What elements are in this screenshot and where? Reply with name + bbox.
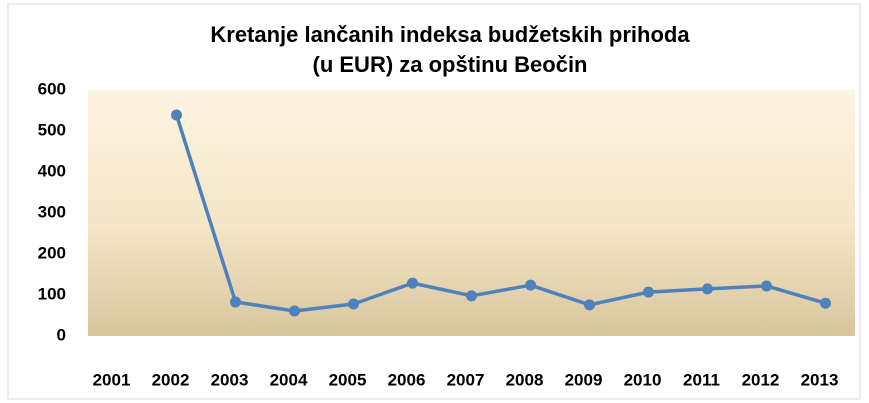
x-tick-label: 2008 bbox=[506, 370, 544, 389]
data-point bbox=[230, 296, 241, 308]
x-tick-label: 2005 bbox=[329, 370, 367, 389]
y-tick-label: 0 bbox=[57, 325, 66, 344]
y-tick-label: 100 bbox=[38, 284, 66, 303]
x-tick-label: 2010 bbox=[624, 370, 662, 389]
data-point bbox=[289, 305, 300, 317]
x-tick-label: 2004 bbox=[270, 370, 308, 389]
data-point bbox=[466, 290, 477, 302]
data-point bbox=[171, 109, 182, 121]
data-point bbox=[643, 286, 654, 298]
y-tick-label: 500 bbox=[38, 120, 66, 139]
data-point bbox=[525, 279, 536, 291]
data-line bbox=[174, 114, 826, 313]
x-tick-label: 2013 bbox=[801, 370, 839, 389]
y-tick-label: 200 bbox=[38, 243, 66, 262]
data-point bbox=[702, 283, 713, 295]
chart-title: Kretanje lančanih indeksa budžetskih pri… bbox=[210, 22, 690, 47]
data-point bbox=[407, 277, 418, 289]
x-tick-label: 2007 bbox=[447, 370, 485, 389]
x-tick-label: 2002 bbox=[152, 370, 190, 389]
x-tick-label: 2001 bbox=[93, 370, 131, 389]
y-tick-label: 600 bbox=[38, 79, 66, 98]
x-tick-label: 2009 bbox=[565, 370, 603, 389]
x-tick-label: 2006 bbox=[388, 370, 426, 389]
y-tick-label: 400 bbox=[38, 161, 66, 180]
y-tick-label: 300 bbox=[38, 202, 66, 221]
data-point bbox=[820, 297, 831, 309]
chart-title: (u EUR) za opštinu Beočin bbox=[313, 52, 588, 77]
x-tick-label: 2003 bbox=[211, 370, 249, 389]
x-tick-label: 2011 bbox=[683, 370, 720, 389]
data-point bbox=[584, 299, 595, 311]
data-point bbox=[348, 298, 359, 310]
data-point bbox=[761, 280, 772, 292]
x-tick-label: 2012 bbox=[742, 370, 780, 389]
